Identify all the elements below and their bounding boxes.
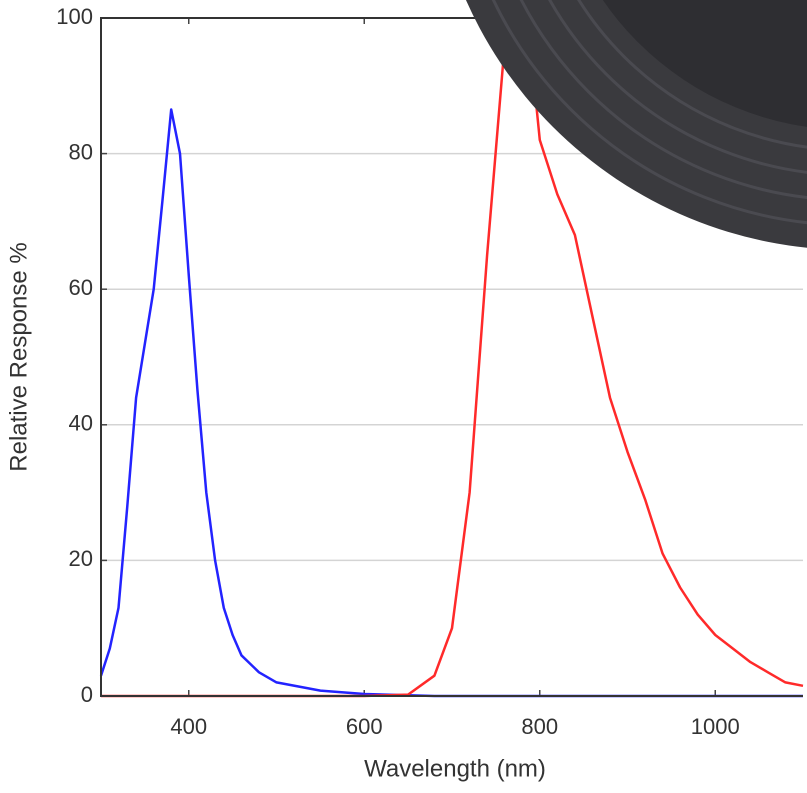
y-tick-label: 80 [69,139,93,164]
y-axis-label: Relative Response % [5,242,32,471]
axis-frame [100,17,803,697]
y-tick-label: 100 [56,4,93,29]
y-tick-label: 0 [81,682,93,707]
x-tick-label: 1000 [691,714,740,739]
y-tick-label: 60 [69,275,93,300]
x-tick-label: 600 [346,714,383,739]
x-tick-label: 800 [521,714,558,739]
filter-glass [602,0,807,127]
filter-photo [465,0,807,248]
y-tick-label: 20 [69,546,93,571]
y-tick-label: 40 [69,411,93,436]
x-tick-label: 400 [170,714,207,739]
x-axis-label: Wavelength (nm) [364,755,546,782]
